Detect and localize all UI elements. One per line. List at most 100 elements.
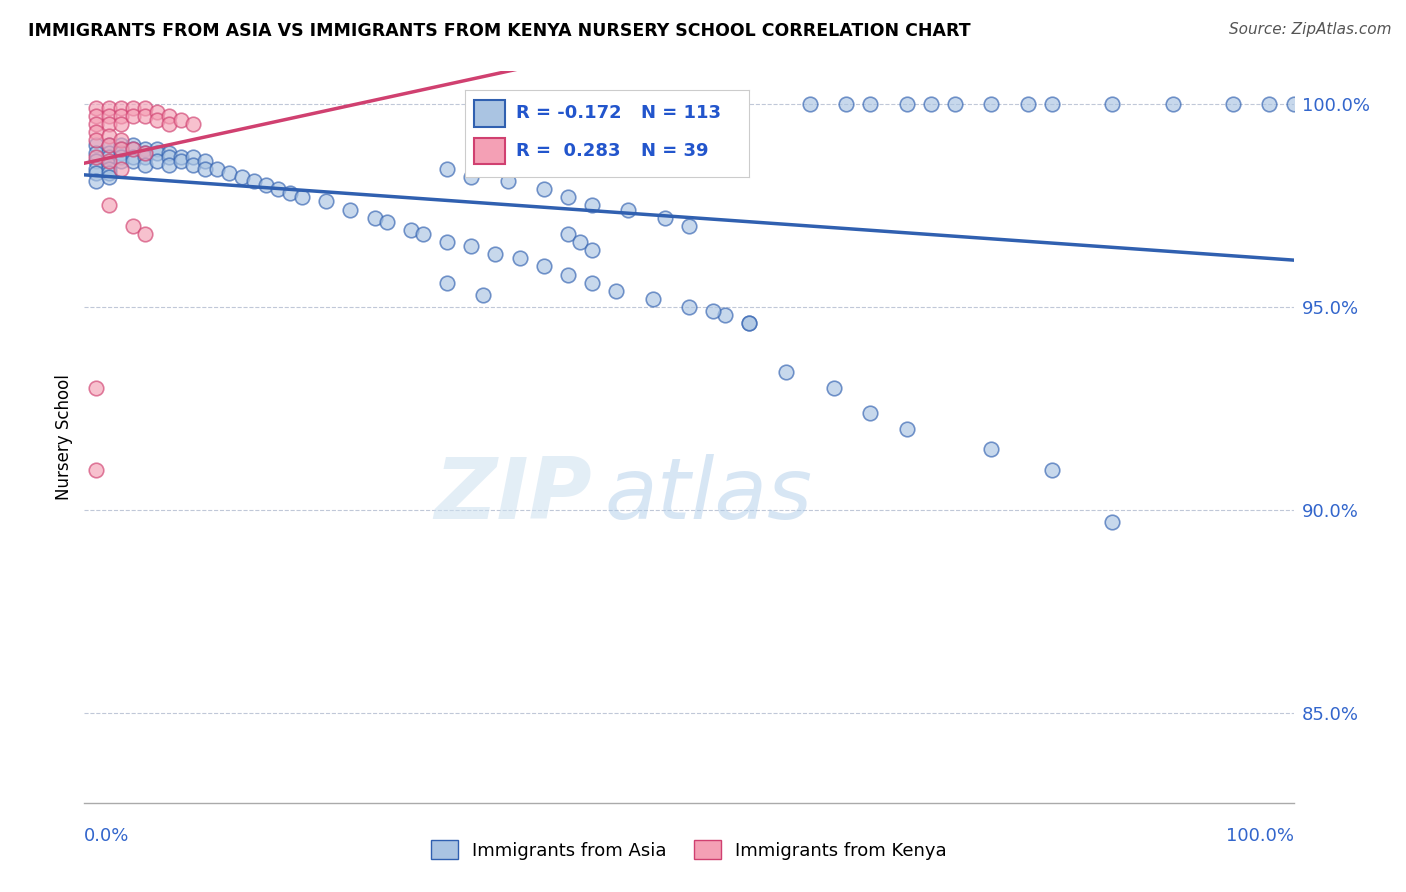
Point	[86, 153, 108, 168]
Text: Source: ZipAtlas.com: Source: ZipAtlas.com	[1229, 22, 1392, 37]
Point	[859, 406, 882, 420]
Point	[363, 211, 385, 225]
Point	[170, 150, 193, 164]
Point	[86, 109, 108, 123]
Point	[146, 142, 169, 156]
Point	[980, 96, 1002, 111]
Point	[86, 137, 108, 152]
Point	[97, 137, 120, 152]
Point	[110, 101, 132, 115]
Point	[896, 96, 918, 111]
Point	[97, 169, 120, 184]
Text: 0.0%: 0.0%	[84, 827, 129, 846]
Point	[943, 96, 966, 111]
Point	[412, 227, 434, 241]
Point	[110, 153, 132, 168]
Point	[97, 153, 120, 168]
Point	[97, 117, 120, 131]
Point	[121, 153, 143, 168]
Point	[339, 202, 361, 217]
Point	[436, 276, 458, 290]
Point	[86, 174, 108, 188]
Point	[291, 190, 314, 204]
Point	[231, 169, 253, 184]
Point	[460, 169, 482, 184]
Point	[1282, 96, 1305, 111]
Point	[218, 166, 240, 180]
Point	[254, 178, 277, 193]
Point	[315, 194, 337, 209]
Point	[97, 137, 120, 152]
Point	[134, 227, 156, 241]
Point	[157, 158, 180, 172]
Point	[146, 153, 169, 168]
Point	[509, 252, 531, 266]
Point	[533, 182, 555, 196]
Point	[775, 365, 797, 379]
Point	[97, 198, 120, 212]
Point	[134, 145, 156, 160]
Point	[496, 174, 519, 188]
Point	[194, 161, 217, 176]
Point	[859, 96, 882, 111]
Point	[920, 96, 942, 111]
Point	[207, 161, 229, 176]
Point	[86, 161, 108, 176]
Point	[436, 161, 458, 176]
Point	[121, 101, 143, 115]
Point	[146, 113, 169, 128]
Point	[678, 300, 700, 314]
Point	[399, 223, 422, 237]
Point	[110, 150, 132, 164]
Point	[157, 117, 180, 131]
Point	[278, 186, 301, 201]
Point	[146, 145, 169, 160]
Point	[714, 308, 737, 322]
Point	[484, 247, 506, 261]
Point	[557, 190, 579, 204]
Point	[242, 174, 264, 188]
Point	[617, 202, 640, 217]
Point	[121, 142, 143, 156]
Point	[436, 235, 458, 249]
Point	[581, 276, 603, 290]
Point	[157, 150, 180, 164]
Point	[569, 235, 592, 249]
Point	[86, 381, 108, 395]
Point	[110, 161, 132, 176]
Point	[835, 96, 858, 111]
Point	[110, 142, 132, 156]
Point	[157, 109, 180, 123]
Point	[86, 166, 108, 180]
Text: 100.0%: 100.0%	[1226, 827, 1294, 846]
Point	[460, 239, 482, 253]
Point	[121, 150, 143, 164]
Point	[86, 125, 108, 139]
Point	[581, 198, 603, 212]
Legend: Immigrants from Asia, Immigrants from Kenya: Immigrants from Asia, Immigrants from Ke…	[423, 833, 955, 867]
Point	[97, 161, 120, 176]
Point	[97, 109, 120, 123]
Point	[980, 442, 1002, 457]
Point	[170, 113, 193, 128]
Point	[110, 133, 132, 147]
Point	[557, 227, 579, 241]
Point	[181, 150, 204, 164]
Point	[97, 158, 120, 172]
Point	[823, 381, 845, 395]
Point	[641, 292, 664, 306]
Point	[678, 219, 700, 233]
Point	[86, 133, 108, 147]
Point	[738, 316, 761, 330]
Point	[557, 268, 579, 282]
Text: atlas: atlas	[605, 454, 813, 537]
Point	[896, 422, 918, 436]
Point	[1258, 96, 1281, 111]
Point	[97, 101, 120, 115]
Point	[110, 145, 132, 160]
Point	[1101, 516, 1123, 530]
Point	[121, 219, 143, 233]
Point	[181, 158, 204, 172]
Point	[1222, 96, 1244, 111]
Point	[134, 145, 156, 160]
